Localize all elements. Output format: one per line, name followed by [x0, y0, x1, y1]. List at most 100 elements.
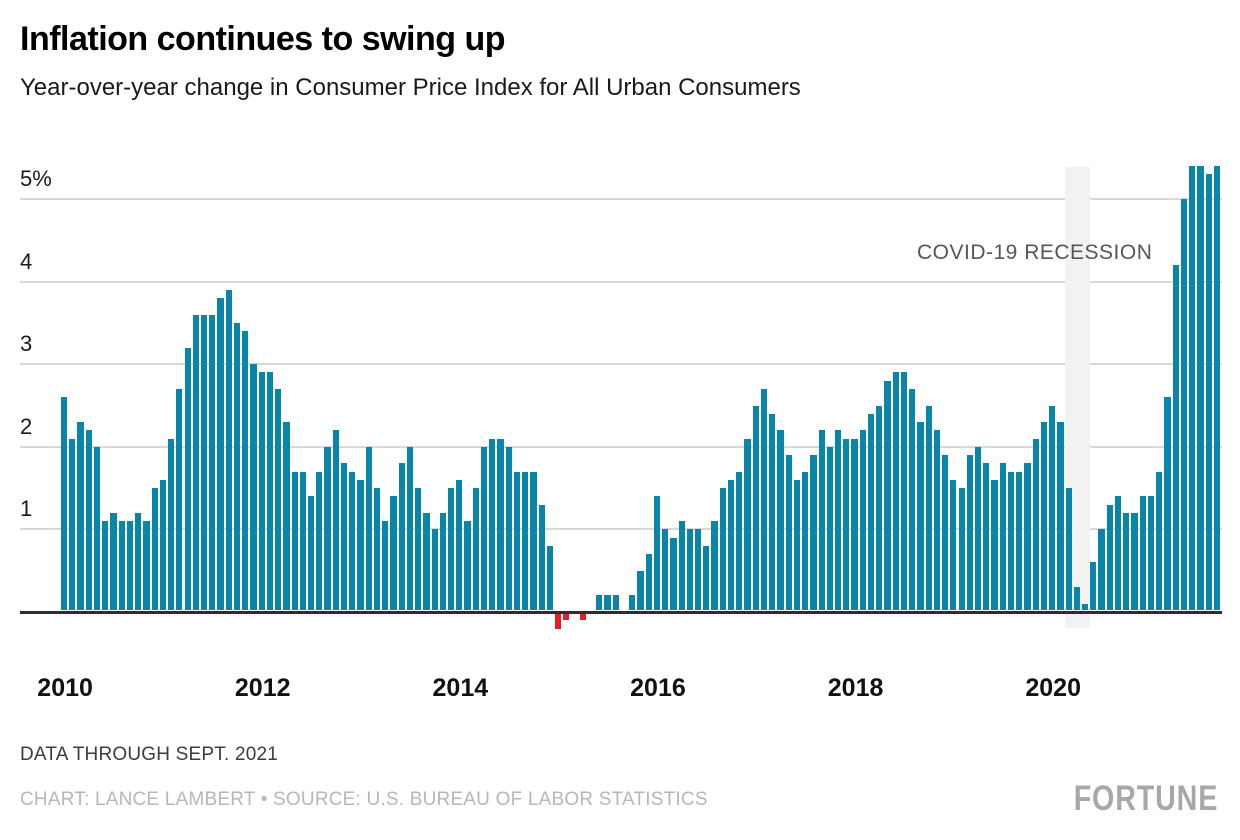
bar	[275, 388, 282, 610]
bar	[1114, 496, 1122, 610]
bar	[546, 545, 554, 610]
bar	[835, 430, 842, 610]
bar	[974, 446, 982, 610]
gridline-5	[20, 198, 1222, 200]
bar	[505, 446, 512, 610]
bar	[61, 397, 68, 610]
bar	[283, 422, 290, 610]
bar	[299, 471, 306, 610]
bar	[876, 405, 883, 610]
bar	[719, 488, 726, 610]
bar	[802, 471, 809, 610]
bar	[340, 463, 348, 610]
bar	[662, 529, 669, 610]
bar	[1040, 422, 1048, 610]
bar	[958, 488, 965, 610]
gridline-4	[20, 280, 1222, 283]
bar	[168, 438, 175, 610]
bar	[1172, 265, 1179, 610]
bar	[760, 388, 768, 610]
bar	[151, 488, 158, 610]
bar	[785, 455, 792, 610]
bar	[513, 471, 521, 610]
bar	[110, 512, 117, 610]
chart-subtitle: Year-over-year change in Consumer Price …	[20, 74, 801, 101]
bar	[77, 422, 84, 610]
bar	[184, 347, 191, 610]
bar	[769, 413, 776, 610]
x-axis-label-2014: 2014	[432, 674, 489, 702]
bar	[415, 488, 422, 610]
bar	[942, 455, 949, 610]
bar	[1073, 587, 1080, 610]
bar	[472, 488, 479, 610]
bar	[448, 488, 455, 610]
bar	[629, 595, 636, 610]
bar	[983, 463, 990, 610]
bar	[1024, 463, 1031, 610]
bar	[1180, 199, 1188, 610]
bar	[653, 496, 661, 610]
y-axis-label-3: 3	[20, 331, 33, 357]
bar	[843, 438, 850, 610]
bar	[242, 331, 249, 610]
bar	[686, 529, 693, 610]
bar	[126, 521, 134, 610]
bar	[538, 504, 545, 610]
bar	[1131, 512, 1138, 610]
bar	[530, 471, 537, 610]
bar	[1123, 512, 1130, 610]
y-axis-label-2: 2	[20, 413, 33, 439]
bar	[777, 430, 784, 610]
fortune-logo: FORTUNE	[1073, 779, 1218, 818]
bar	[1016, 471, 1023, 610]
bar	[365, 446, 372, 610]
bar	[522, 471, 529, 610]
bar	[1007, 471, 1015, 610]
bar	[1065, 488, 1072, 610]
bar	[826, 446, 833, 610]
page-title: Inflation continues to swing up	[20, 20, 506, 58]
bar	[1032, 438, 1039, 610]
bar	[192, 314, 199, 610]
bar	[69, 438, 76, 610]
bar	[464, 521, 471, 610]
bar	[497, 438, 504, 610]
gridline-2	[20, 445, 1222, 448]
bar	[1098, 529, 1105, 610]
bar	[736, 471, 743, 610]
bar	[200, 314, 208, 610]
bar	[933, 430, 941, 610]
bar	[349, 471, 356, 610]
bar	[1164, 397, 1171, 610]
bar	[645, 554, 652, 610]
bar	[209, 314, 216, 610]
bar	[859, 430, 866, 610]
bar	[225, 289, 232, 610]
bar	[1082, 603, 1089, 610]
bar	[596, 595, 603, 610]
bar	[950, 479, 957, 610]
bar	[678, 521, 685, 610]
bar	[431, 529, 438, 610]
bar	[925, 405, 932, 610]
bar	[176, 388, 183, 610]
bar	[439, 512, 446, 610]
bar	[233, 322, 241, 610]
bar	[332, 430, 339, 610]
bar	[93, 446, 101, 610]
bar	[1057, 422, 1064, 610]
bar-negative	[579, 614, 586, 621]
bar	[703, 545, 710, 610]
covid-recession-label: COVID-19 RECESSION	[917, 241, 1153, 264]
bar	[1106, 504, 1113, 610]
bar-negative	[563, 614, 570, 621]
x-axis-label-2020: 2020	[1025, 674, 1081, 702]
x-axis-label-2018: 2018	[827, 674, 884, 702]
bar	[308, 496, 315, 610]
bar	[324, 446, 331, 610]
bar	[909, 388, 916, 610]
bar	[884, 380, 891, 610]
bar	[1213, 165, 1220, 610]
